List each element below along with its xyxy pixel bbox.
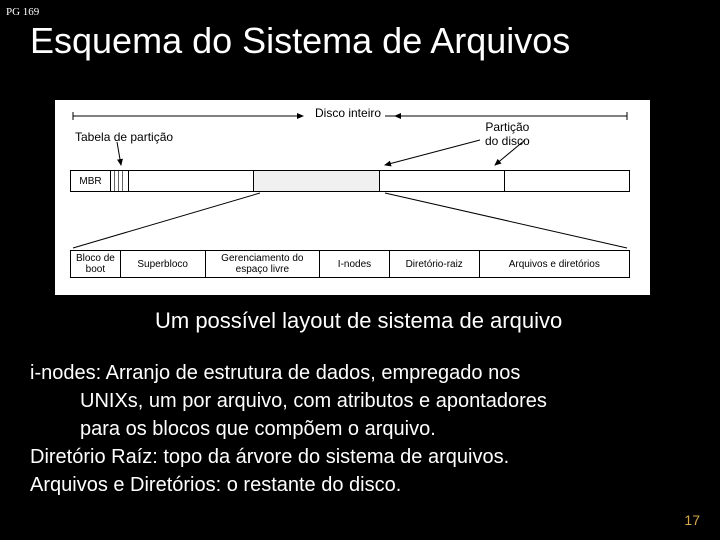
inodes-line2: UNIXs, um por arquivo, com atributos e a… bbox=[30, 388, 690, 414]
diretorio-line: Diretório Raíz: topo da árvore do sistem… bbox=[30, 444, 690, 470]
diagram-caption: Um possível layout de sistema de arquivo bbox=[155, 308, 562, 334]
partition-1 bbox=[129, 171, 254, 191]
body-text: i-nodes: Arranjo de estrutura de dados, … bbox=[30, 360, 690, 500]
inodes-line3: para os blocos que compõem o arquivo. bbox=[30, 416, 690, 442]
partition-cell-4: Diretório-raiz bbox=[390, 251, 480, 277]
mbr-cell: MBR bbox=[71, 171, 111, 191]
disk-bar: MBR bbox=[70, 170, 630, 192]
page-reference: PG 169 bbox=[6, 6, 39, 18]
slide-title: Esquema do Sistema de Arquivos bbox=[30, 20, 570, 62]
partition-4 bbox=[505, 171, 629, 191]
partition-label: Partição do disco bbox=[485, 120, 530, 148]
partition-detail-bar: Bloco de bootSuperblocoGerenciamento do … bbox=[70, 250, 630, 278]
filesystem-diagram: Disco inteiro Tabela de partição Partiçã… bbox=[55, 100, 650, 295]
partition-2 bbox=[254, 171, 379, 191]
partition-table-label: Tabela de partição bbox=[75, 130, 173, 144]
partition-3 bbox=[380, 171, 505, 191]
disk-label: Disco inteiro bbox=[315, 106, 381, 120]
partition-table-cell bbox=[111, 171, 129, 191]
partition-cell-3: I-nodes bbox=[320, 251, 390, 277]
arquivos-line: Arquivos e Diretórios: o restante do dis… bbox=[30, 472, 690, 498]
partition-cell-5: Arquivos e diretórios bbox=[480, 251, 629, 277]
partition-cell-2: Gerenciamento do espaço livre bbox=[206, 251, 321, 277]
inodes-line1: i-nodes: Arranjo de estrutura de dados, … bbox=[30, 360, 690, 386]
partition-cell-1: Superbloco bbox=[121, 251, 206, 277]
partition-cell-0: Bloco de boot bbox=[71, 251, 121, 277]
slide-number: 17 bbox=[684, 512, 700, 528]
